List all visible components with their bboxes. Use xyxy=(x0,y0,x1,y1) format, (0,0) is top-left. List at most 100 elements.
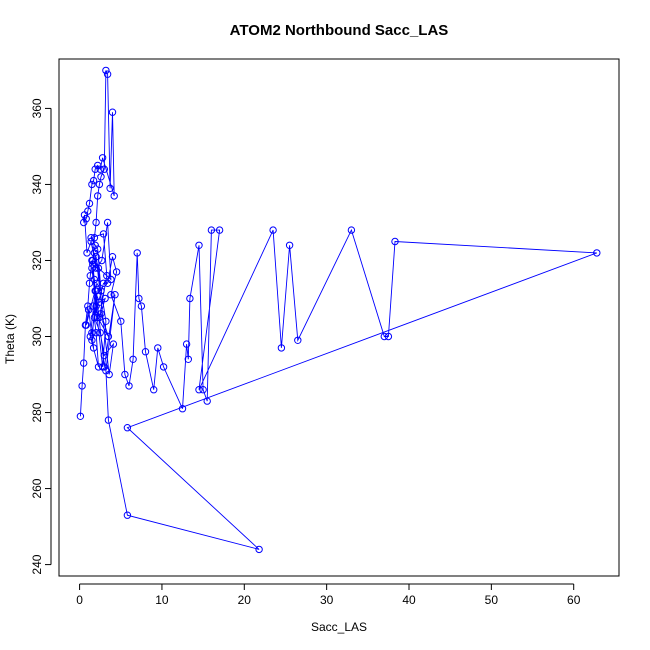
data-point xyxy=(87,237,95,246)
data-point xyxy=(80,211,89,219)
data-point xyxy=(100,351,109,360)
data-point xyxy=(150,386,158,394)
data-point xyxy=(195,386,203,394)
data-point xyxy=(109,340,118,348)
y-tick-label: 340 xyxy=(30,174,44,194)
x-axis: 0 10 20 30 40 50 60 xyxy=(76,583,581,607)
data-point xyxy=(85,279,94,287)
y-tick-label: 280 xyxy=(30,402,44,422)
data-point xyxy=(76,412,85,420)
data-point xyxy=(129,355,137,363)
data-point xyxy=(380,332,388,341)
data-point xyxy=(94,192,102,200)
x-tick-label: 10 xyxy=(155,593,169,607)
data-point xyxy=(110,192,118,200)
y-axis-label: Theta (K) xyxy=(3,314,17,364)
data-point xyxy=(347,226,356,234)
data-point xyxy=(80,218,88,227)
data-point xyxy=(294,336,302,344)
x-tick-label: 60 xyxy=(567,593,581,607)
data-point xyxy=(83,249,91,257)
data-point xyxy=(123,511,132,519)
data-point xyxy=(95,298,104,306)
data-point xyxy=(92,253,100,261)
data-point xyxy=(94,161,102,170)
data-point xyxy=(117,317,125,325)
x-tick-label: 30 xyxy=(320,593,334,607)
data-point xyxy=(104,416,113,424)
data-point xyxy=(86,332,95,341)
data-point xyxy=(285,241,294,250)
data-point xyxy=(94,363,103,371)
data-point xyxy=(97,173,105,181)
data-point xyxy=(88,264,96,272)
data-point xyxy=(103,272,111,280)
data-point xyxy=(102,66,110,75)
data-point xyxy=(101,294,109,303)
data-point xyxy=(277,344,286,352)
data-point xyxy=(94,245,102,253)
data-point xyxy=(121,370,129,379)
data-point xyxy=(82,321,90,329)
x-tick-label: 40 xyxy=(402,593,416,607)
data-point xyxy=(91,241,99,250)
data-point xyxy=(92,264,100,272)
data-point xyxy=(91,165,99,173)
data-point xyxy=(97,287,105,295)
data-point xyxy=(89,176,98,185)
data-point xyxy=(103,279,112,287)
data-point xyxy=(82,215,90,223)
data-point xyxy=(95,180,104,189)
x-tick-label: 20 xyxy=(238,593,252,607)
data-point xyxy=(384,332,393,341)
data-point xyxy=(88,329,96,337)
data-point xyxy=(90,275,99,284)
data-point xyxy=(102,367,110,375)
data-point xyxy=(88,336,96,344)
data-point xyxy=(87,234,95,242)
y-tick-label: 240 xyxy=(30,554,44,574)
x-tick-label: 0 xyxy=(76,593,83,607)
data-point xyxy=(99,230,108,238)
data-point xyxy=(89,302,97,310)
data-point xyxy=(203,397,211,405)
data-point xyxy=(92,218,100,227)
x-tick-label: 50 xyxy=(485,593,499,607)
data-point xyxy=(133,249,141,257)
data-point xyxy=(98,154,107,162)
y-tick-label: 260 xyxy=(30,478,44,498)
data-point xyxy=(106,184,114,193)
data-point xyxy=(89,344,98,352)
data-point xyxy=(98,256,106,265)
data-point xyxy=(108,108,117,116)
data-point xyxy=(199,386,207,394)
data-point xyxy=(100,363,109,371)
data-point xyxy=(111,291,119,299)
data-point xyxy=(182,340,191,348)
data-point xyxy=(86,272,95,280)
data-point xyxy=(141,348,150,356)
data-point xyxy=(269,226,277,234)
y-tick-label: 300 xyxy=(30,326,44,346)
y-axis: 240 260 280 300 320 340 360 xyxy=(30,98,52,575)
data-point xyxy=(84,302,92,310)
data-point xyxy=(88,180,96,189)
data-point xyxy=(103,70,112,78)
data-point xyxy=(107,291,115,299)
data-point xyxy=(135,294,143,303)
data-point xyxy=(90,313,99,322)
x-axis-label: Sacc_LAS xyxy=(311,620,367,634)
data-point xyxy=(100,165,109,173)
data-point xyxy=(159,363,168,371)
data-point xyxy=(99,279,108,287)
data-point xyxy=(92,329,100,337)
data-point xyxy=(154,344,162,352)
data-point xyxy=(178,405,187,413)
y-tick-label: 320 xyxy=(30,250,44,270)
chart-title: ATOM2 Northbound Sacc_LAS xyxy=(230,22,449,39)
series-layer xyxy=(76,66,601,554)
data-point xyxy=(137,302,146,310)
data-point xyxy=(96,165,104,173)
data-point xyxy=(112,268,121,276)
